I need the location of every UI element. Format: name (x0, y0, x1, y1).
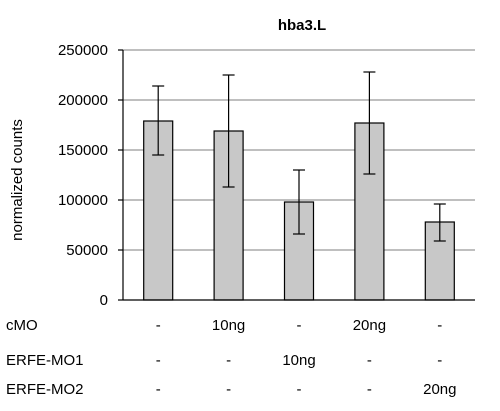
y-tick-label: 250000 (58, 42, 108, 59)
error-bar (222, 74, 235, 188)
condition-cell: - (226, 381, 231, 398)
condition-cell: - (297, 317, 302, 334)
y-tick-label: 0 (100, 292, 108, 309)
condition-row-label: ERFE-MO1 (6, 352, 84, 369)
error-bar (152, 85, 165, 156)
condition-cell: 20ng (353, 317, 386, 334)
y-axis-label: normalized counts (9, 119, 26, 241)
condition-cell: 10ng (212, 317, 245, 334)
condition-cell: - (156, 352, 161, 369)
bars (143, 120, 455, 301)
condition-cell: 20ng (423, 381, 456, 398)
condition-row-label: ERFE-MO2 (6, 381, 84, 398)
y-tick-label: 150000 (58, 142, 108, 159)
condition-cell: - (226, 352, 231, 369)
axes (122, 50, 475, 301)
gridlines (123, 49, 475, 251)
condition-cell: - (437, 317, 442, 334)
y-ticks: 0 50000 100000 150000 200000 250000 (58, 42, 123, 309)
condition-table: cMO - 10ng - 20ng - ERFE-MO1 - - 10ng - - ERFE-MO2 - -… (6, 317, 456, 398)
condition-cell: - (156, 381, 161, 398)
chart-title: hba3.L (278, 17, 326, 34)
condition-cell: - (437, 352, 442, 369)
y-tick-label: 50000 (66, 242, 108, 259)
error-bar (363, 71, 376, 175)
y-tick-label: 100000 (58, 192, 108, 209)
condition-cell: - (367, 381, 372, 398)
condition-cell: - (297, 381, 302, 398)
y-tick-label: 200000 (58, 92, 108, 109)
error-bar (293, 169, 305, 235)
error-bar (433, 203, 446, 242)
condition-row-label: cMO (6, 317, 38, 334)
error-bars (152, 71, 446, 242)
condition-cell: 10ng (282, 352, 315, 369)
condition-cell: - (156, 317, 161, 334)
condition-cell: - (367, 352, 372, 369)
